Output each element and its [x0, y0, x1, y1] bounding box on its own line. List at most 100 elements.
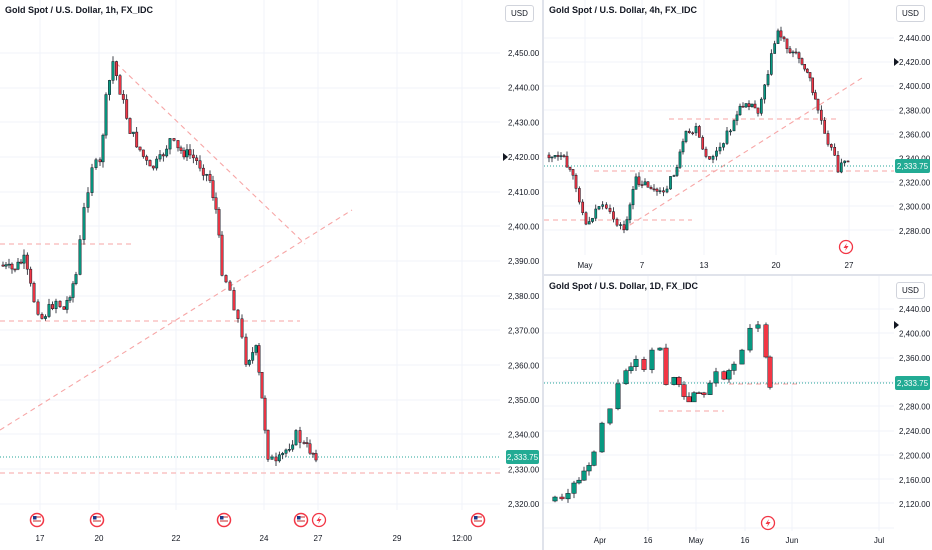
candle-body [591, 217, 594, 222]
candle-body [7, 263, 11, 266]
currency-button[interactable]: USD [896, 282, 925, 299]
candle-body [552, 496, 558, 502]
candle-body [217, 209, 221, 236]
candle-body [800, 58, 804, 65]
candle-body [686, 396, 692, 403]
time-tick-label: 20 [95, 534, 104, 543]
candle-body [697, 126, 701, 138]
chart-title: Gold Spot / U.S. Dollar, 1D, FX_IDC [549, 281, 699, 291]
candle-body [813, 92, 817, 100]
candle-body [224, 275, 228, 283]
candle-body [195, 157, 199, 161]
price-tick-label: 2,280.00 [899, 227, 931, 236]
price-axis[interactable]: 2,440.002,400.002,360.002,320.002,280.00… [894, 305, 931, 509]
time-axis[interactable]: Apr 16 May 16 Jun Jul [594, 536, 885, 545]
dividend-lightning-icon [760, 515, 776, 531]
price-tick-label: 2,240.00 [899, 427, 931, 436]
flag-circle [293, 512, 309, 528]
candle-body [763, 84, 767, 100]
candle-body [266, 429, 270, 460]
price-tick-label: 2,420.00 [508, 153, 540, 162]
candle-body [101, 134, 105, 163]
candle-body [121, 94, 125, 100]
candle-body [721, 371, 727, 380]
candle-body [797, 52, 801, 59]
price-tick-label: 2,320.00 [508, 500, 540, 509]
candle-body [74, 274, 78, 284]
pane-divider-vertical[interactable] [542, 0, 544, 550]
candle-body [19, 261, 23, 264]
candle-body [205, 174, 209, 176]
candle-body [251, 352, 255, 361]
price-axis[interactable]: 2,450.00 2,440.00 2,430.00 2,420.00 2,410.00… [503, 49, 540, 509]
candle-body [756, 107, 760, 114]
candle-body [713, 371, 719, 384]
candle-body [665, 188, 669, 193]
price-tick-label: 2,300.00 [899, 203, 931, 212]
candle-body [646, 181, 650, 188]
currency-button[interactable]: USD [505, 5, 534, 22]
chart-canvas-1h[interactable]: 2,450.00 2,440.00 2,430.00 2,420.00 2,410.00… [0, 0, 542, 550]
time-tick-label: 20 [772, 261, 781, 270]
time-axis[interactable]: May 7 13 20 27 [577, 261, 854, 270]
candle-body [287, 449, 291, 451]
candle-body [776, 30, 780, 44]
chart-pane-1d[interactable]: 2,440.002,400.002,360.002,320.002,280.00… [544, 276, 932, 550]
candle-body [308, 443, 312, 454]
last-price-tag-bg [506, 450, 539, 464]
candle-body [808, 72, 812, 79]
time-axis[interactable]: 17 20 22 24 27 29 12:00 [36, 534, 473, 543]
candle-body [302, 442, 306, 444]
price-tick-label: 2,360.00 [508, 361, 540, 370]
event-markers[interactable] [838, 239, 854, 255]
time-tick-label: Jul [874, 536, 884, 545]
candle-body [151, 165, 155, 169]
price-tick-label: 2,380.00 [899, 106, 931, 115]
candle-body [687, 130, 691, 134]
candle-body [826, 133, 830, 145]
event-markers[interactable] [29, 512, 486, 528]
chart-pane-4h[interactable]: 2,440.00 2,420.00 2,400.00 2,380.00 2,360.00… [544, 0, 932, 274]
last-price-tag-label: 2,333.75 [507, 453, 539, 462]
candle-body [274, 456, 278, 462]
price-axis[interactable]: 2,440.00 2,420.00 2,400.00 2,380.00 2,360.00… [894, 34, 931, 236]
candle-body [576, 479, 582, 484]
candle-body [562, 155, 566, 157]
price-tick-label: 2,160.00 [899, 476, 931, 485]
price-tick-label: 2,200.00 [899, 451, 931, 460]
candle-body [676, 377, 682, 385]
candle-body [601, 204, 605, 207]
grid [544, 276, 894, 531]
chart-canvas-1d[interactable]: 2,440.002,400.002,360.002,320.002,280.00… [544, 276, 932, 550]
dividend-lightning-icon [311, 512, 327, 528]
candle-body [637, 176, 641, 185]
drawn-levels [544, 382, 894, 412]
economic-event-icon [29, 512, 45, 528]
chart-canvas-4h[interactable]: 2,440.00 2,420.00 2,400.00 2,380.00 2,360.00… [544, 0, 932, 274]
event-markers[interactable] [760, 515, 776, 531]
flag-canton [220, 516, 224, 520]
chart-title: Gold Spot / U.S. Dollar, 1h, FX_IDC [5, 5, 154, 15]
flag-canton [33, 516, 37, 520]
bolt-shape [316, 516, 322, 524]
candle-body [615, 218, 619, 226]
candle-body [135, 131, 139, 148]
pane-divider-horizontal[interactable] [544, 274, 932, 276]
candle-body [735, 114, 739, 121]
candle-body [604, 204, 608, 209]
candle-body [701, 392, 707, 395]
candle-body [816, 98, 820, 111]
candle-body [791, 51, 795, 54]
candle-body [571, 169, 575, 176]
trendline [115, 62, 306, 245]
candle-body [305, 442, 309, 445]
candle-body [90, 167, 94, 193]
candle-body [29, 268, 33, 284]
currency-button[interactable]: USD [896, 5, 925, 22]
candle-body [662, 190, 665, 193]
candle-body [759, 98, 763, 114]
time-tick-label: 27 [845, 261, 854, 270]
price-tick-label: 2,350.00 [508, 396, 540, 405]
candle-body [254, 345, 258, 353]
chart-pane-1h[interactable]: 2,450.00 2,440.00 2,430.00 2,420.00 2,410.00… [0, 0, 542, 550]
